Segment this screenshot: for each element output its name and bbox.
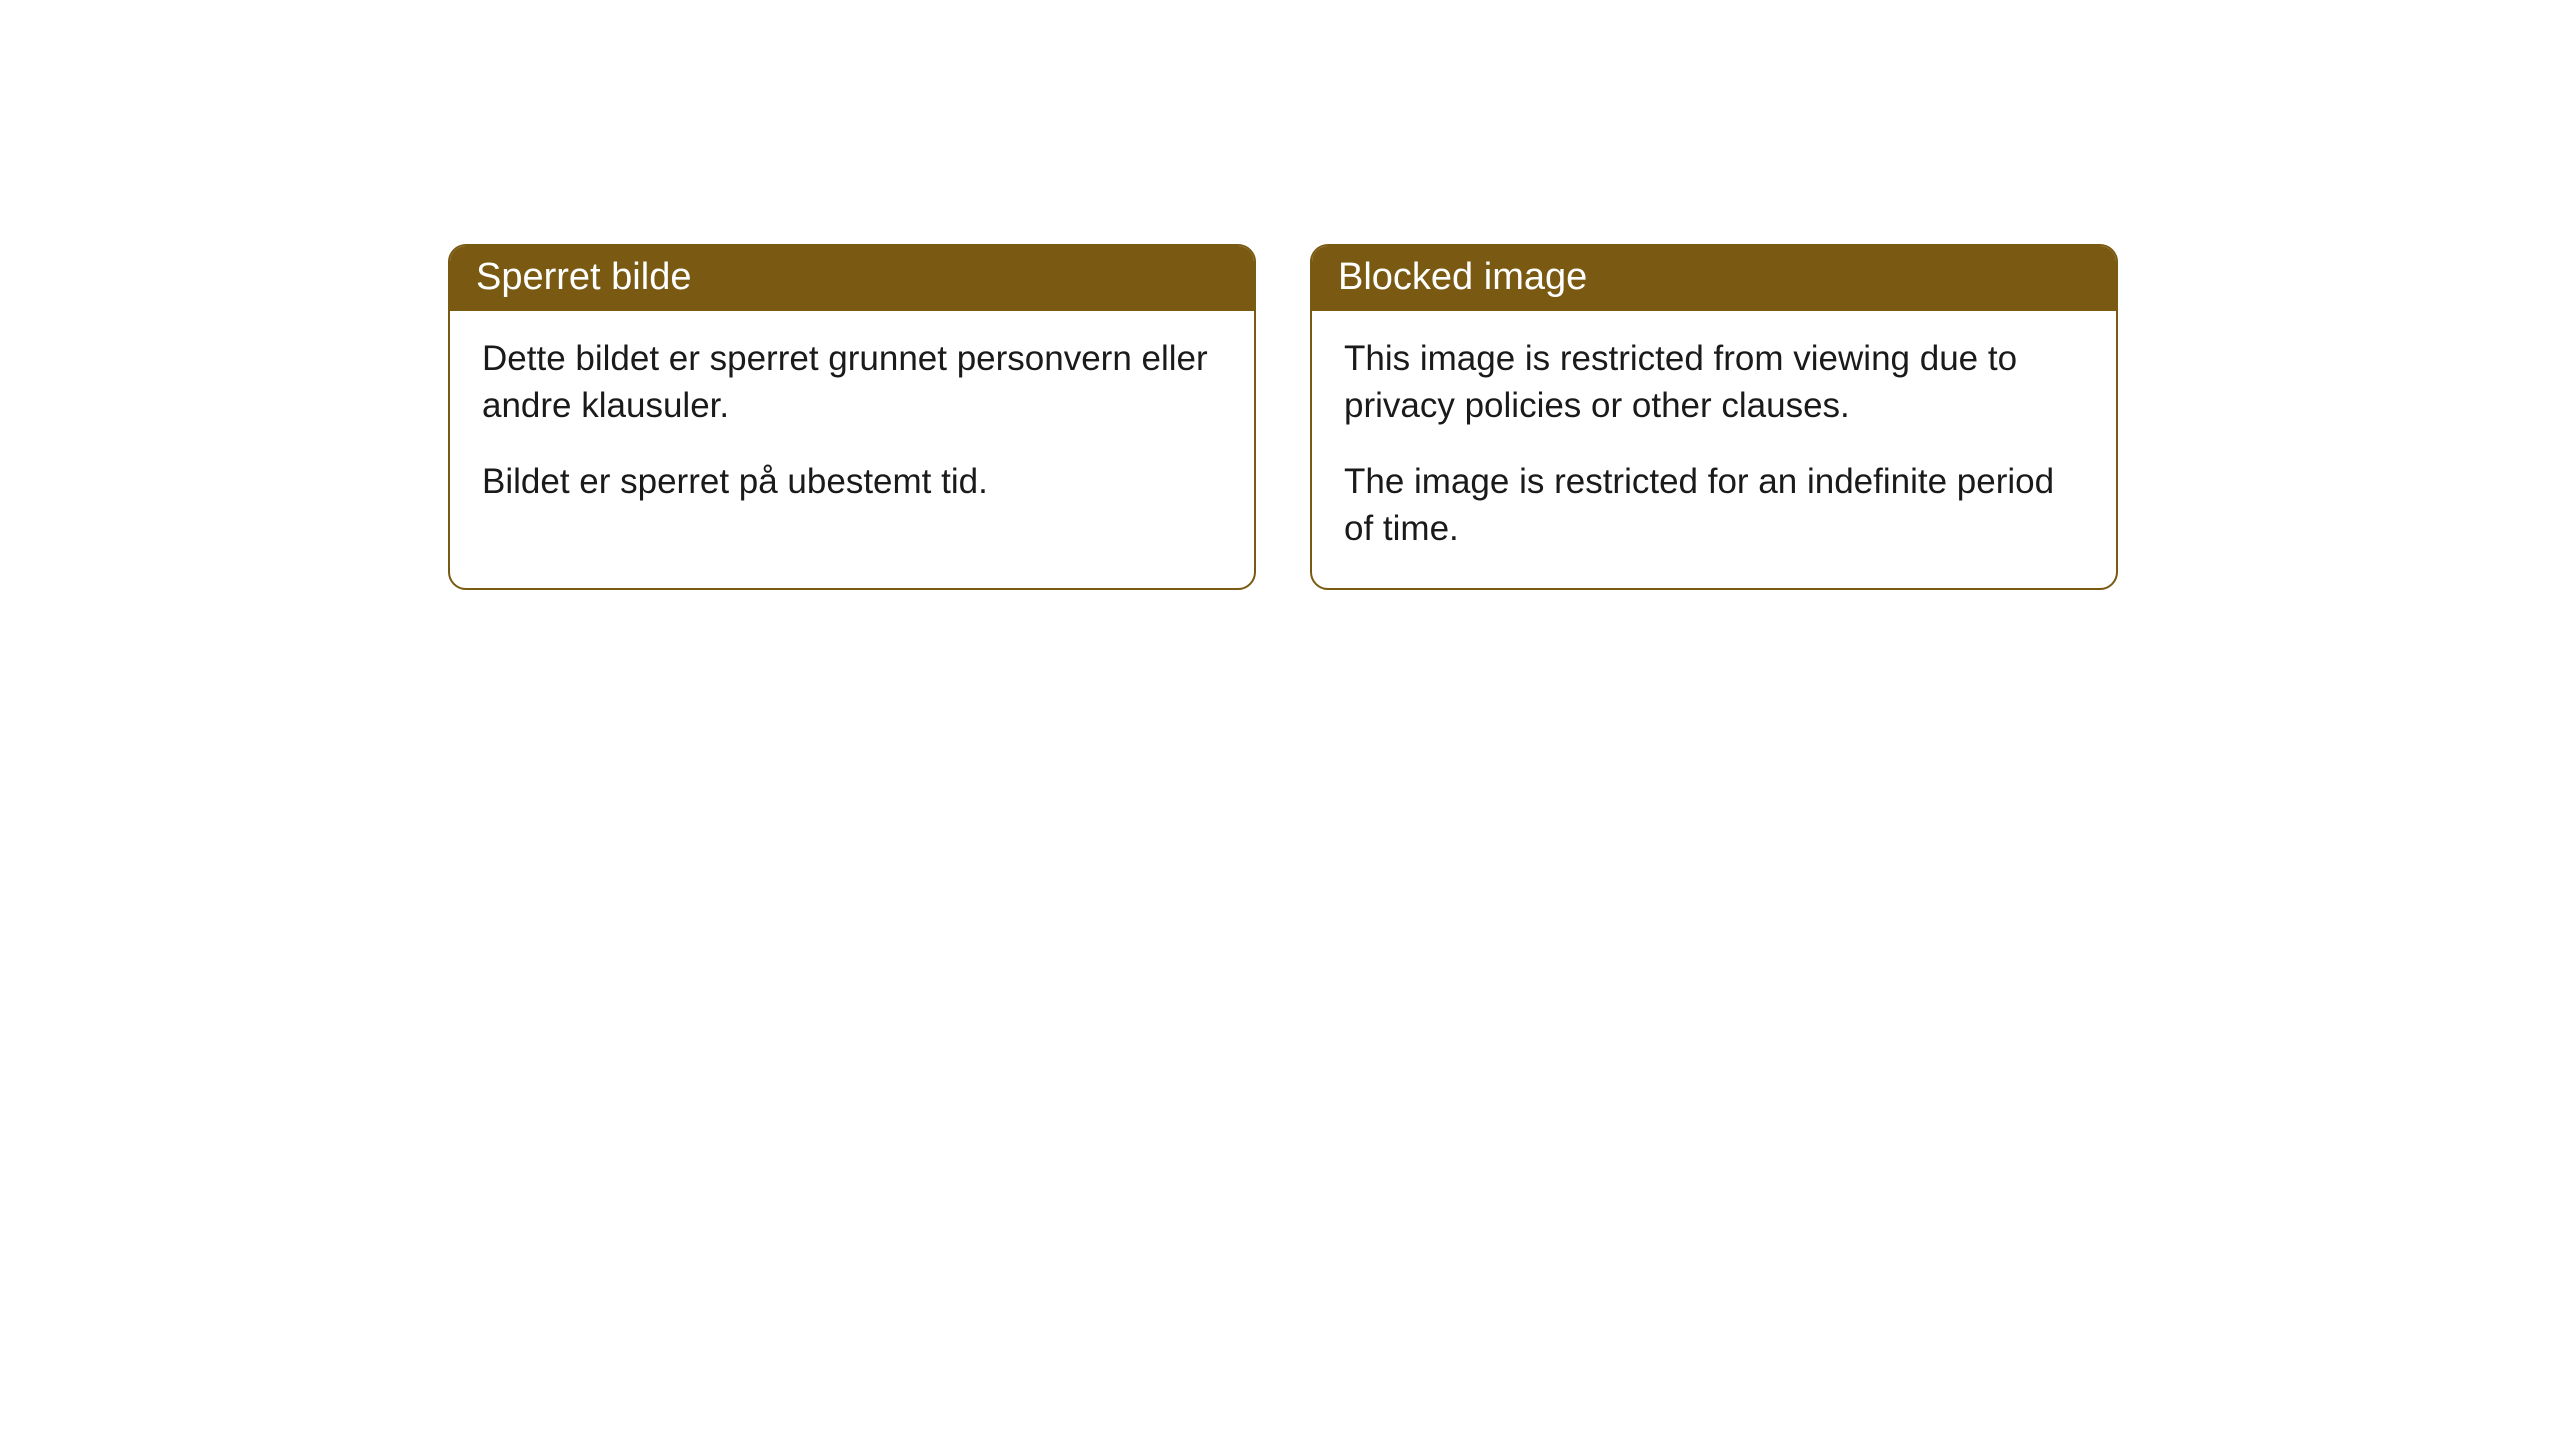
blocked-image-card-english: Blocked image This image is restricted f…: [1310, 244, 2118, 590]
notice-text-1: This image is restricted from viewing du…: [1344, 335, 2084, 430]
card-body-english: This image is restricted from viewing du…: [1312, 311, 2116, 588]
notice-text-2: Bildet er sperret på ubestemt tid.: [482, 458, 1222, 505]
notice-text-2: The image is restricted for an indefinit…: [1344, 458, 2084, 553]
notice-cards-container: Sperret bilde Dette bildet er sperret gr…: [448, 244, 2118, 590]
card-header-norwegian: Sperret bilde: [450, 246, 1254, 311]
blocked-image-card-norwegian: Sperret bilde Dette bildet er sperret gr…: [448, 244, 1256, 590]
notice-text-1: Dette bildet er sperret grunnet personve…: [482, 335, 1222, 430]
card-body-norwegian: Dette bildet er sperret grunnet personve…: [450, 311, 1254, 541]
card-header-english: Blocked image: [1312, 246, 2116, 311]
